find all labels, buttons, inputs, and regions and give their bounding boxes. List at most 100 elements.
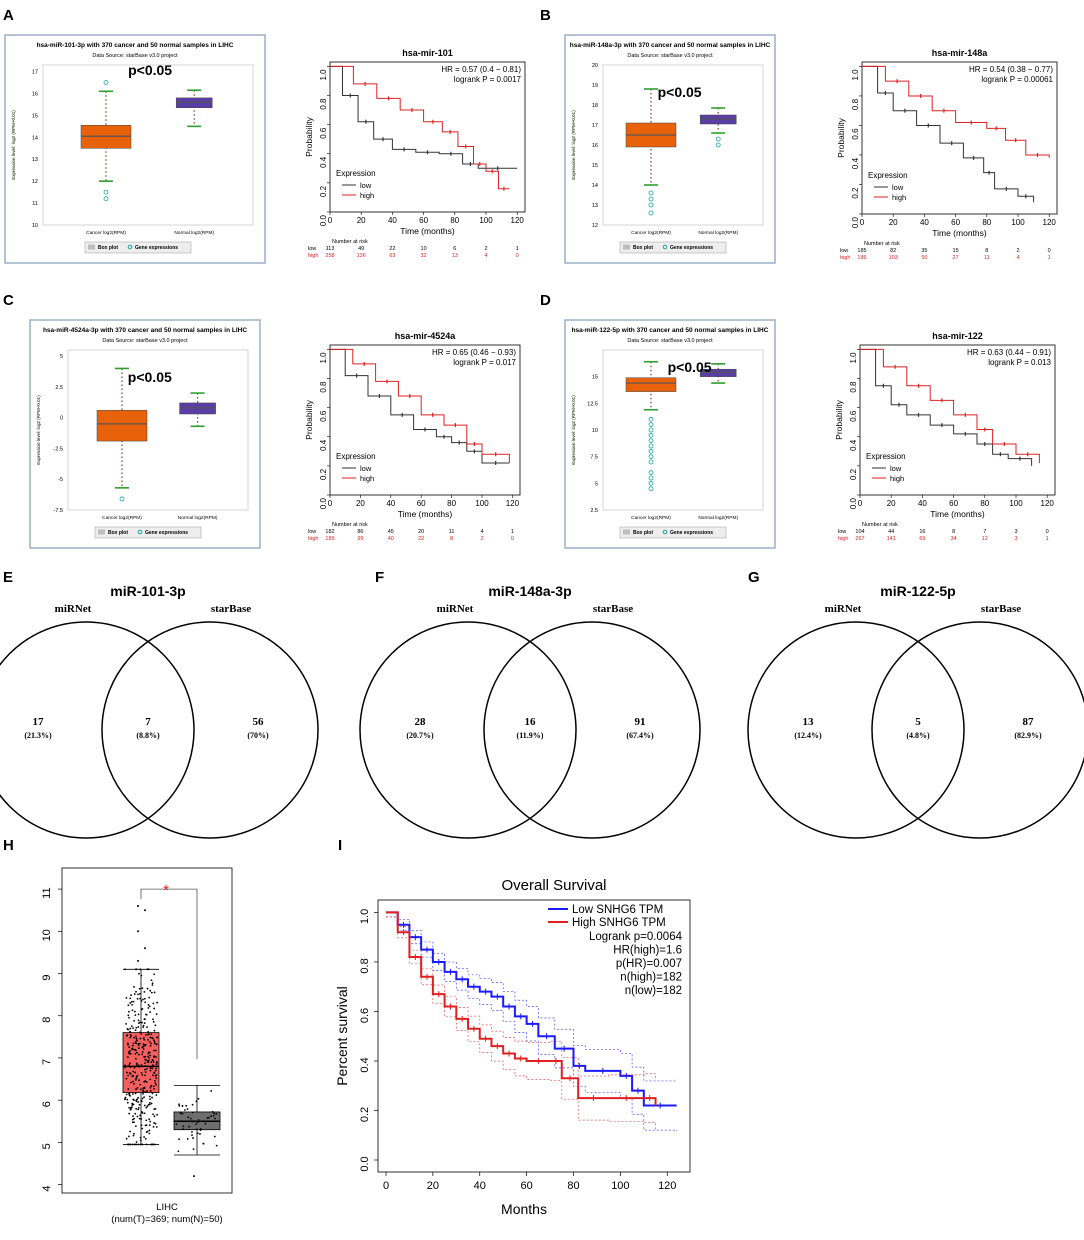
sample-point bbox=[141, 1046, 144, 1049]
risk-count-high: 11 bbox=[984, 255, 990, 261]
x-tick-label: Normal log2(RPM) bbox=[178, 515, 218, 521]
sample-point bbox=[135, 990, 137, 993]
logrank-p: logrank P = 0.017 bbox=[453, 358, 516, 367]
sample-point bbox=[127, 1043, 129, 1046]
y-tick-label: 10 bbox=[32, 223, 38, 229]
sample-point bbox=[135, 1077, 138, 1080]
venn-count-left: 17 bbox=[33, 716, 45, 728]
sample-point bbox=[152, 1085, 155, 1088]
sample-point bbox=[199, 1133, 201, 1135]
sample-point bbox=[137, 1053, 140, 1056]
sample-point bbox=[143, 1038, 146, 1041]
x-tick-label: Normal log2(RPM) bbox=[174, 230, 214, 236]
risk-count-low: 104 bbox=[855, 529, 864, 535]
sample-point bbox=[154, 1082, 157, 1084]
sample-point bbox=[148, 1033, 150, 1035]
y-tick-label: 14 bbox=[592, 183, 598, 189]
legend-marker bbox=[662, 244, 668, 250]
outlier-point bbox=[648, 438, 654, 444]
sample-point bbox=[139, 1114, 141, 1117]
sample-point bbox=[126, 1042, 129, 1045]
hazard-ratio: HR = 0.54 (0.38 − 0.77) bbox=[969, 65, 1053, 74]
y-tick-label: 0.8 bbox=[319, 98, 328, 110]
sample-point bbox=[178, 1138, 180, 1141]
y-axis-label: Expression level: log2 (RPM+0.01) bbox=[571, 395, 576, 465]
sample-point bbox=[127, 1074, 129, 1077]
sample-point bbox=[175, 1123, 178, 1126]
outlier-point bbox=[648, 210, 654, 216]
venn-percent-right: (82.9%) bbox=[1014, 731, 1042, 740]
y-tick-label: 1.0 bbox=[851, 69, 860, 81]
sample-point bbox=[197, 1119, 200, 1121]
outlier-point bbox=[137, 959, 139, 962]
sample-point bbox=[135, 1088, 138, 1091]
venn-count-right: 87 bbox=[1023, 716, 1035, 728]
venn-circle-right bbox=[871, 621, 1084, 839]
sample-point bbox=[202, 1142, 205, 1145]
y-tick-label: 0.6 bbox=[319, 127, 328, 139]
risk-row-label: low bbox=[840, 248, 848, 254]
panel-labels: A B C D E F G H I bbox=[3, 7, 760, 854]
sample-point bbox=[129, 1143, 132, 1146]
sample-point bbox=[142, 1045, 145, 1048]
sample-point bbox=[133, 1132, 135, 1135]
sample-point bbox=[149, 1067, 152, 1070]
plot-subtitle: Data Source: starBase v3.0 project bbox=[92, 53, 178, 59]
outlier-point bbox=[103, 80, 109, 85]
sample-point bbox=[127, 1004, 130, 1007]
venn-percent-right: (67.4%) bbox=[626, 731, 654, 740]
y-tick-label: 0.6 bbox=[851, 128, 860, 140]
sample-point bbox=[136, 1086, 139, 1089]
sample-point bbox=[133, 1036, 136, 1039]
x-tick-label: 60 bbox=[951, 218, 960, 227]
sample-point bbox=[136, 1051, 138, 1054]
venn-percent-right: (70%) bbox=[247, 731, 269, 740]
risk-count-high: 1 bbox=[1046, 536, 1049, 542]
y-tick-label: -2.5 bbox=[54, 446, 63, 452]
sample-point bbox=[137, 1022, 140, 1025]
box bbox=[96, 410, 148, 442]
x-tick-label: 80 bbox=[982, 218, 991, 227]
sample-point bbox=[197, 1097, 200, 1100]
sample-point bbox=[149, 1086, 152, 1089]
risk-count-high: 0 bbox=[516, 253, 519, 259]
plot-title: hsa-mir-122 bbox=[932, 331, 983, 341]
outlier-point bbox=[648, 443, 654, 449]
risk-count-low: 2 bbox=[484, 246, 487, 252]
risk-table-title: Number at risk bbox=[332, 522, 368, 528]
sample-point bbox=[131, 1093, 134, 1095]
significance-annotation: p<0.05 bbox=[668, 359, 712, 375]
y-tick-label: 0.0 bbox=[849, 497, 858, 509]
panel-d-boxplot: hsa-miR-122-5p with 370 cancer and 50 no… bbox=[564, 319, 776, 549]
sample-point bbox=[149, 1098, 152, 1101]
sample-point bbox=[130, 1081, 132, 1084]
venn-circle-left bbox=[0, 621, 195, 839]
x-tick-label: 120 bbox=[1041, 499, 1055, 508]
x-tick-label: 60 bbox=[949, 499, 958, 508]
x-tick-label: 40 bbox=[386, 499, 395, 508]
legend-marker bbox=[662, 529, 668, 535]
sample-point bbox=[133, 1121, 135, 1124]
x-tick-label: Normal log2(RPM) bbox=[698, 230, 738, 236]
y-tick-label: 16 bbox=[32, 91, 38, 97]
y-tick-label: 0.4 bbox=[319, 439, 328, 451]
sample-point bbox=[143, 1086, 146, 1089]
venn-circle-left bbox=[359, 621, 577, 839]
sample-point bbox=[132, 1070, 135, 1073]
sample-point bbox=[152, 1125, 155, 1128]
sample-point bbox=[147, 1061, 150, 1064]
sample-point bbox=[141, 1143, 144, 1146]
risk-table-title: Number at risk bbox=[332, 239, 368, 245]
risk-count-high: 103 bbox=[889, 255, 898, 261]
legend-label: high bbox=[892, 193, 906, 202]
sample-point bbox=[137, 1101, 140, 1103]
sample-point bbox=[144, 1065, 147, 1067]
sample-point bbox=[191, 1130, 193, 1133]
sample-point bbox=[151, 1037, 154, 1040]
risk-count-low: 6 bbox=[453, 246, 456, 252]
x-tick-label: 100 bbox=[475, 499, 489, 508]
legend-label: High SNHG6 TPM bbox=[572, 917, 666, 929]
sample-point bbox=[129, 1052, 132, 1055]
